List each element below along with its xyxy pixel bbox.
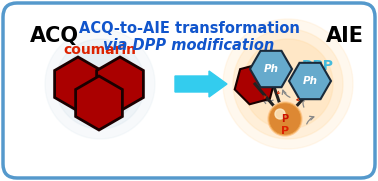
Circle shape bbox=[223, 19, 353, 149]
Circle shape bbox=[275, 109, 285, 119]
FancyArrow shape bbox=[175, 71, 227, 97]
Circle shape bbox=[243, 39, 333, 129]
Circle shape bbox=[62, 46, 138, 122]
Circle shape bbox=[45, 29, 155, 139]
Polygon shape bbox=[97, 57, 143, 111]
Text: ACQ-to-AIE transformation: ACQ-to-AIE transformation bbox=[79, 21, 299, 36]
Text: AIE: AIE bbox=[326, 26, 364, 46]
Polygon shape bbox=[289, 63, 331, 99]
Polygon shape bbox=[235, 64, 275, 104]
Circle shape bbox=[268, 102, 302, 136]
Circle shape bbox=[270, 104, 300, 134]
Circle shape bbox=[269, 103, 301, 135]
Text: Ph: Ph bbox=[263, 64, 279, 74]
Text: ACQ: ACQ bbox=[30, 26, 79, 46]
Polygon shape bbox=[76, 76, 122, 130]
FancyBboxPatch shape bbox=[3, 3, 375, 178]
Text: coumarin: coumarin bbox=[64, 43, 136, 57]
Circle shape bbox=[233, 29, 343, 139]
Polygon shape bbox=[54, 57, 101, 111]
Text: DPP: DPP bbox=[302, 59, 334, 73]
Text: P: P bbox=[282, 114, 288, 124]
Text: via DPP modification: via DPP modification bbox=[103, 38, 275, 53]
Polygon shape bbox=[250, 51, 292, 87]
Text: P: P bbox=[281, 126, 289, 136]
Circle shape bbox=[55, 39, 145, 129]
Text: Ph: Ph bbox=[302, 76, 318, 86]
